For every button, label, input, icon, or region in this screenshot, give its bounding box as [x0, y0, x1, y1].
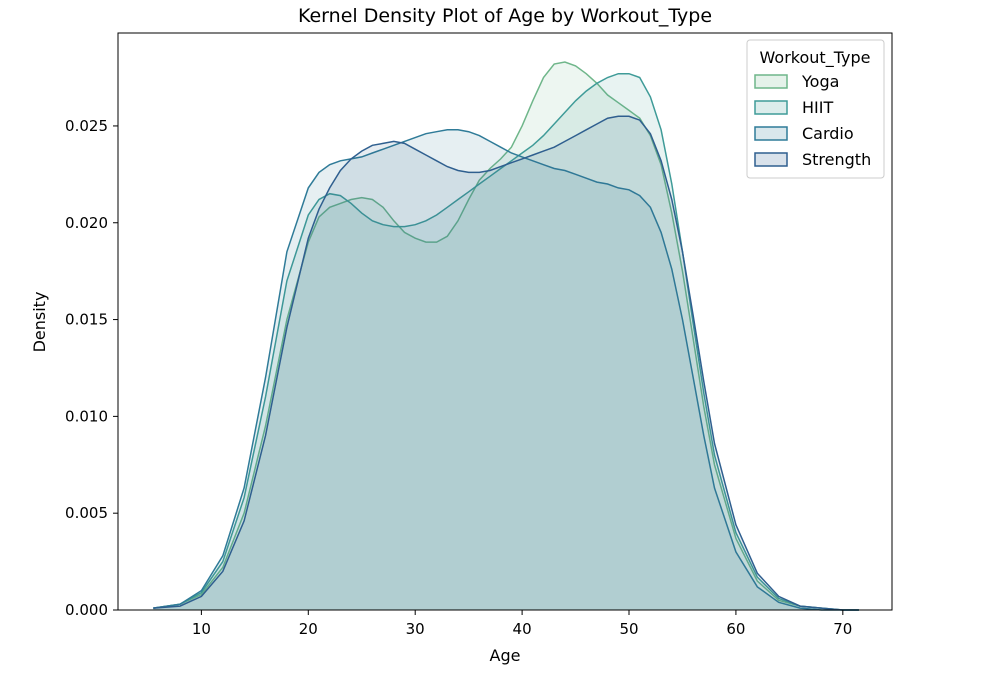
density-line-cardio — [153, 129, 859, 611]
x-tick-label: 10 — [192, 620, 211, 638]
y-tick-label: 0.020 — [65, 214, 108, 232]
density-line-yoga — [153, 61, 859, 611]
plot-series — [153, 61, 859, 611]
y-tick-label: 0.010 — [65, 407, 108, 425]
x-axis-label: Age — [490, 646, 521, 665]
legend: Workout_Type Yoga HIIT Cardio Strength — [746, 39, 885, 179]
x-tick-label: 40 — [513, 620, 532, 638]
y-tick-label: 0.000 — [65, 601, 108, 619]
density-area-hiit — [153, 73, 859, 610]
y-axis-label: Density — [30, 292, 49, 353]
x-tick-label: 60 — [726, 620, 745, 638]
x-tick-label: 30 — [406, 620, 425, 638]
x-tick-label: 50 — [619, 620, 638, 638]
x-axis-ticks: 10 20 30 40 50 60 70 — [192, 610, 852, 638]
legend-swatch-cardio — [754, 126, 788, 141]
legend-title: Workout_Type — [760, 48, 871, 68]
density-area-yoga — [153, 62, 859, 610]
plot-frame — [117, 32, 893, 611]
legend-swatch-hiit — [754, 100, 788, 115]
legend-label-hiit: HIIT — [802, 98, 833, 117]
density-area-strength — [153, 116, 859, 611]
legend-entries: Yoga HIIT Cardio Strength — [754, 72, 871, 169]
legend-swatch-yoga — [754, 74, 788, 89]
y-axis-ticks: 0.000 0.005 0.010 0.015 0.020 0.025 — [65, 117, 118, 619]
x-tick-label: 70 — [833, 620, 852, 638]
legend-label-cardio: Cardio — [802, 124, 854, 143]
density-line-strength — [153, 115, 859, 611]
legend-label-yoga: Yoga — [801, 72, 839, 91]
y-tick-label: 0.025 — [65, 117, 108, 135]
x-tick-label: 20 — [299, 620, 318, 638]
legend-label-strength: Strength — [802, 150, 871, 169]
density-area-cardio — [153, 129, 859, 611]
legend-swatch-strength — [754, 152, 788, 167]
y-tick-label: 0.015 — [65, 311, 108, 329]
y-tick-label: 0.005 — [65, 504, 108, 522]
chart-title: Kernel Density Plot of Age by Workout_Ty… — [298, 5, 712, 27]
